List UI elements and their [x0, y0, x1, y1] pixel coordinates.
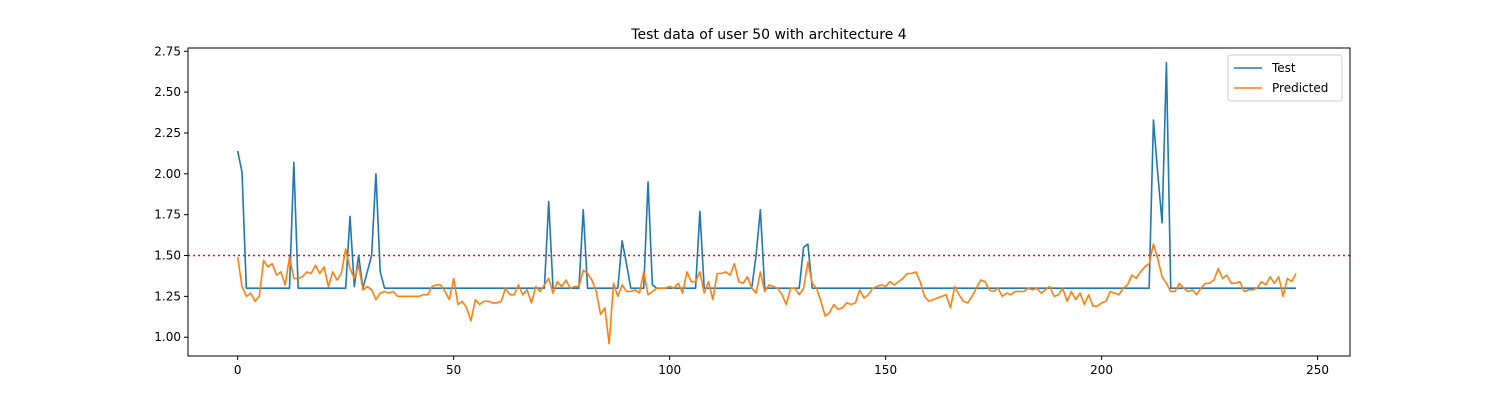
- series-line-test: [236, 61, 1296, 289]
- legend-label-test: Test: [1271, 61, 1296, 75]
- y-tick-label: 2.75: [154, 44, 181, 58]
- series-layer: [236, 61, 1297, 345]
- y-tick-label: 2.50: [154, 85, 181, 99]
- x-tick-label: 150: [874, 363, 897, 377]
- legend-label-predicted: Predicted: [1272, 81, 1328, 95]
- y-tick-label: 1.75: [154, 208, 181, 222]
- x-tick-label: 200: [1090, 363, 1113, 377]
- x-tick-label: 100: [658, 363, 681, 377]
- x-tick-label: 0: [234, 363, 242, 377]
- plot-frame: [187, 47, 1351, 357]
- y-tick-label: 2.25: [154, 126, 181, 140]
- y-tick-label: 1.25: [154, 289, 181, 303]
- legend: Test Predicted: [1227, 54, 1343, 102]
- series-line-predicted: [236, 243, 1297, 345]
- chart-title: Test data of user 50 with architecture 4: [630, 27, 907, 43]
- x-tick-label: 250: [1306, 363, 1329, 377]
- x-tick-label: 50: [446, 363, 461, 377]
- axes-layer: 0 50 100 150 200 250 1.00 1.25 1.50 1.75 2.00 2.25 2…: [154, 44, 1351, 377]
- y-tick-label: 2.00: [154, 167, 181, 181]
- legend-box: [1227, 54, 1343, 102]
- y-tick-label: 1.50: [154, 249, 181, 263]
- y-tick-label: 1.00: [154, 330, 181, 344]
